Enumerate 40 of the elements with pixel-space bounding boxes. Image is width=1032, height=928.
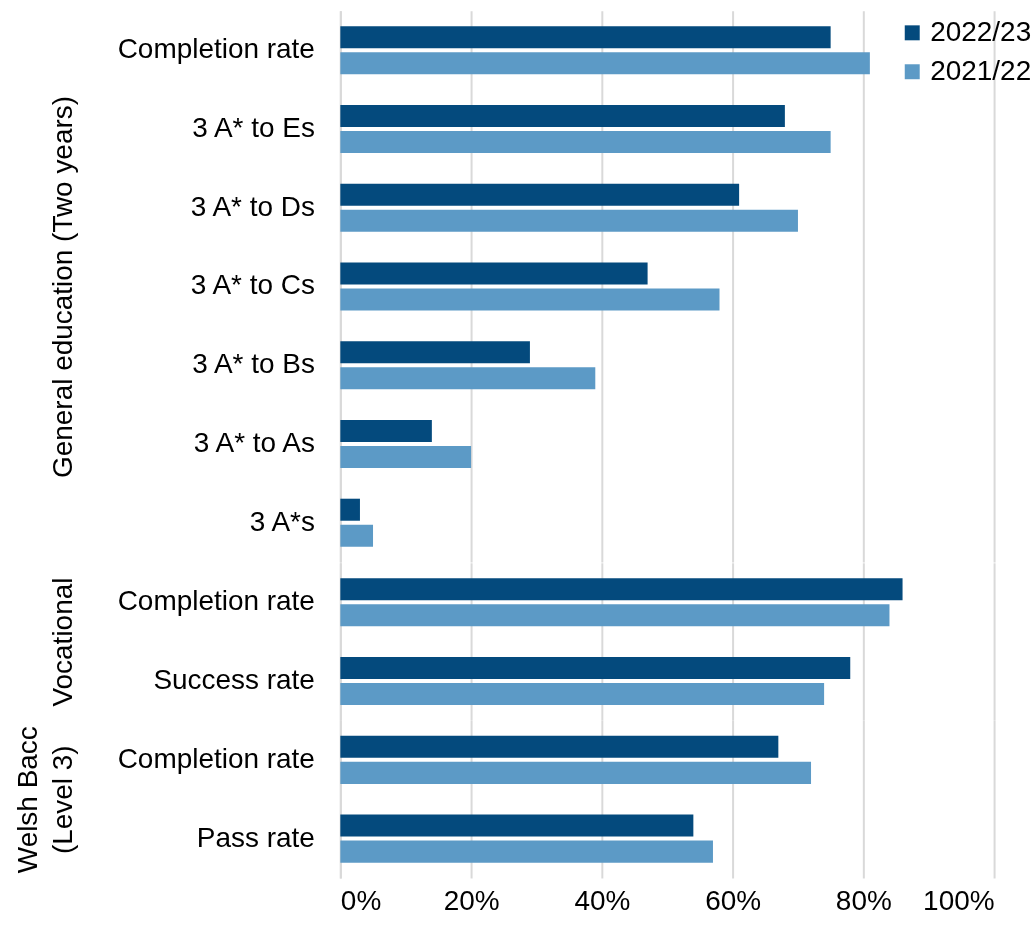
y-tick-label: 3 A* to Es <box>192 111 315 143</box>
y-tick-label: Completion rate <box>117 742 315 774</box>
bar <box>340 183 740 206</box>
bar <box>340 130 831 154</box>
x-tick-label: 60% <box>705 885 762 917</box>
bar <box>340 367 596 390</box>
bar <box>340 262 648 285</box>
bar <box>340 445 472 468</box>
y-tick-label: Completion rate <box>117 33 315 65</box>
bar <box>340 419 432 442</box>
bar <box>340 341 530 364</box>
y-axis-title: Vocational <box>47 577 79 707</box>
x-tick-label: 80% <box>835 885 892 917</box>
y-tick-label: 3 A* to As <box>193 426 315 458</box>
x-tick-label: 40% <box>574 885 631 917</box>
y-axis-title: Welsh Bacc (Level 3) <box>12 726 79 874</box>
legend-label: 2021/22 <box>930 54 1032 86</box>
bar <box>340 288 720 311</box>
bar <box>340 604 890 627</box>
y-tick-label: Pass rate <box>196 821 315 853</box>
y-axis-title: General education (Two years) <box>47 95 79 478</box>
bar <box>340 26 831 49</box>
x-tick-label: 100% <box>923 885 995 917</box>
bar <box>340 104 785 127</box>
x-tick-label: 0% <box>340 885 382 917</box>
legend-label: 2022/23 <box>930 15 1032 47</box>
y-tick-label: 3 A* to Bs <box>192 348 315 380</box>
bar <box>340 578 903 601</box>
x-tick-label: 20% <box>443 885 500 917</box>
bar <box>340 209 798 232</box>
bar <box>340 656 851 679</box>
bar <box>340 498 360 521</box>
y-tick-label: Completion rate <box>117 585 315 617</box>
bar <box>340 682 825 705</box>
bar <box>340 52 870 75</box>
y-tick-label: 3 A* to Ds <box>190 190 315 222</box>
y-tick-label: 3 A* to Cs <box>190 269 315 301</box>
y-tick-label: Success rate <box>153 663 315 695</box>
bar <box>340 524 374 547</box>
y-tick-label: 3 A*s <box>249 505 315 537</box>
